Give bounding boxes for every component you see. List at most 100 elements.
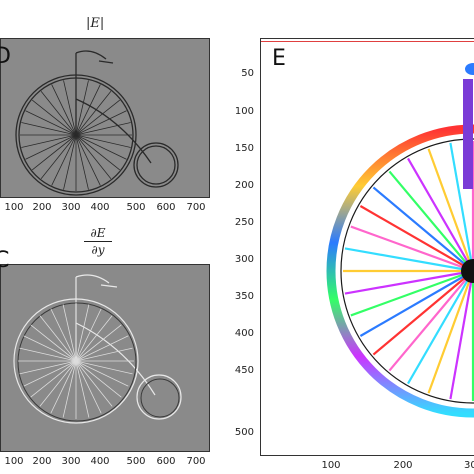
spoke [21, 134, 77, 148]
panel-e-label: E [272, 46, 286, 71]
spoke [75, 84, 101, 136]
spoke [30, 324, 77, 362]
spoke [25, 134, 77, 160]
spoke [75, 99, 121, 136]
x-tick: 600 [156, 202, 176, 213]
spoke [75, 134, 101, 186]
spoke [75, 110, 127, 136]
y-tick: 300 [234, 254, 254, 265]
spoke [427, 270, 474, 394]
panel-e-image [260, 38, 474, 456]
spoke [75, 360, 122, 398]
spoke [75, 134, 89, 190]
spoke [75, 360, 102, 414]
spoke [75, 324, 122, 362]
panel-d-label: D [0, 44, 11, 69]
panel-c-label: C [0, 248, 10, 273]
spoke [63, 80, 77, 136]
spoke [75, 134, 112, 180]
y-tick: 500 [234, 427, 254, 438]
panel-c-title-fraction-bar [84, 241, 112, 242]
spoke [427, 148, 474, 272]
spoke [19, 347, 77, 362]
spoke [21, 122, 77, 136]
spoke [388, 270, 474, 372]
spoke [19, 360, 77, 375]
y-tick: 200 [234, 180, 254, 191]
panel-d-title: |E| [86, 16, 105, 31]
spoke [31, 99, 77, 136]
spoke [350, 225, 474, 273]
spoke [75, 315, 113, 362]
spoke [449, 270, 474, 400]
x-tick: 700 [186, 456, 206, 467]
spoke [75, 122, 131, 136]
spoke [40, 90, 77, 136]
spoke [407, 157, 474, 272]
y-tick: 250 [234, 217, 254, 228]
x-tick: 300 [61, 202, 81, 213]
panel-c-image [0, 264, 210, 452]
y-tick: 100 [234, 106, 254, 117]
x-tick: 100 [321, 460, 341, 471]
spoke [75, 360, 129, 387]
x-tick: 200 [32, 202, 52, 213]
y-tick: 150 [234, 143, 254, 154]
spoke [75, 90, 112, 136]
x-tick: 100 [4, 202, 24, 213]
panel-e-bicycle [326, 63, 474, 418]
spoke [350, 269, 474, 317]
spoke [75, 304, 90, 362]
y-tick: 450 [234, 365, 254, 376]
x-tick: 300 [61, 456, 81, 467]
spoke [31, 134, 77, 171]
spoke [62, 360, 77, 418]
spoke [372, 270, 474, 356]
spoke [40, 134, 77, 180]
spoke [388, 170, 474, 272]
spoke [23, 360, 77, 387]
y-tick: 350 [234, 291, 254, 302]
spoke [63, 134, 77, 190]
spoke [75, 308, 102, 362]
panel-c-bicycle [13, 274, 182, 424]
panel-d-bicycle [15, 50, 179, 196]
x-tick: 400 [90, 202, 110, 213]
panel-c-title-denominator: ∂y [91, 243, 105, 257]
spoke [75, 134, 121, 171]
spoke [75, 360, 133, 375]
spoke [449, 142, 474, 272]
panel-d-image [0, 38, 210, 198]
x-tick: 400 [90, 456, 110, 467]
spoke [75, 80, 89, 136]
x-tick: 700 [186, 202, 206, 213]
spoke [51, 134, 77, 186]
spoke [62, 304, 77, 362]
spoke [407, 270, 474, 385]
x-tick: 600 [156, 456, 176, 467]
spoke [39, 360, 77, 407]
spoke [359, 205, 474, 272]
spoke [344, 247, 474, 273]
spoke [372, 186, 474, 272]
panel-c-title-numerator: ∂E [90, 226, 106, 240]
x-tick: 500 [126, 456, 146, 467]
spoke [75, 134, 127, 160]
spoke [39, 315, 77, 362]
spoke [50, 360, 77, 414]
spoke [75, 134, 131, 148]
x-tick: 30 [464, 460, 474, 471]
spoke [75, 360, 90, 418]
spoke [75, 360, 113, 407]
spoke [75, 335, 129, 362]
spoke [25, 110, 77, 136]
spoke [344, 269, 474, 295]
x-tick: 200 [32, 456, 52, 467]
panel-e-top-line [261, 41, 474, 42]
x-tick: 100 [4, 456, 24, 467]
y-tick: 50 [241, 68, 254, 79]
spoke [30, 360, 77, 398]
spoke [51, 84, 77, 136]
spoke [23, 335, 77, 362]
x-tick: 200 [393, 460, 413, 471]
